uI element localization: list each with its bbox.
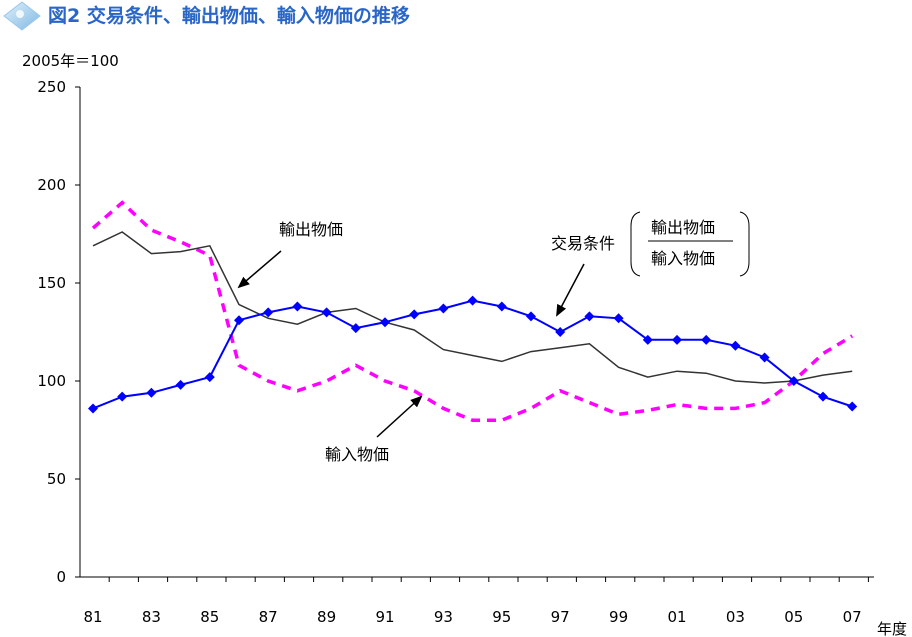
data-point-marker [730, 340, 741, 351]
terms-of-trade-annotation: 交易条件 輸出物価 輸入物価 [551, 211, 750, 317]
y-axis-ticks: 0 50 100 150 200 250 [37, 78, 80, 586]
data-point-marker [88, 403, 98, 414]
series-line [91, 200, 854, 422]
x-tick-label: 07 [843, 608, 862, 626]
series-line [92, 299, 853, 410]
terms-of-trade-arrow [556, 263, 585, 317]
data-point-marker [788, 376, 799, 386]
data-point-marker [555, 327, 566, 337]
x-tick-label: 99 [609, 608, 628, 626]
data-point-marker [146, 387, 157, 398]
data-point-marker [204, 372, 215, 383]
data-point-marker [496, 301, 507, 312]
fraction-right-paren [739, 211, 750, 277]
x-axis-ticks: 81 83 85 87 89 91 93 95 97 99 01 03 05 07 [83, 577, 869, 626]
title-logo-icon [3, 1, 41, 31]
chart-title: 図2 交易条件、輸出物価、輸入物価の推移 [48, 4, 410, 27]
y-tick-label: 200 [37, 176, 66, 194]
series-line [92, 231, 853, 384]
y-tick-label: 50 [47, 470, 66, 488]
data-point-marker [438, 303, 449, 314]
data-point-marker [409, 309, 420, 320]
import-price-arrow [376, 395, 423, 438]
data-point-marker [117, 391, 128, 402]
y-tick-label: 100 [37, 372, 66, 390]
y-axis-unit-label: 2005年＝100 [22, 52, 119, 70]
import-price-annotation: 輸入物価 [325, 395, 423, 464]
data-point-marker [526, 311, 536, 322]
x-tick-label: 97 [551, 608, 570, 626]
data-point-marker [175, 379, 186, 390]
import-price-label: 輸入物価 [325, 445, 389, 464]
series-layer [88, 200, 858, 422]
terms-of-trade-label: 交易条件 [551, 234, 615, 253]
export-price-label: 輸出物価 [279, 220, 343, 239]
fraction-left-paren [630, 211, 641, 277]
export-price-arrow [237, 250, 282, 289]
data-point-marker [234, 315, 244, 326]
x-tick-label: 93 [434, 608, 453, 626]
data-point-marker [847, 401, 858, 412]
x-tick-label: 91 [375, 608, 394, 626]
x-tick-label: 03 [726, 608, 745, 626]
x-tick-label: 81 [83, 608, 102, 626]
data-point-marker [701, 334, 712, 345]
x-tick-label: 87 [259, 608, 278, 626]
data-point-marker [759, 352, 770, 363]
series-export-price [92, 231, 853, 384]
y-tick-label: 250 [37, 78, 66, 96]
data-point-marker [584, 311, 595, 322]
x-tick-label: 83 [142, 608, 161, 626]
y-tick-label: 0 [56, 568, 66, 586]
export-price-annotation: 輸出物価 [237, 220, 343, 289]
data-point-marker [292, 301, 303, 312]
data-point-marker [672, 334, 682, 345]
y-tick-label: 150 [37, 274, 66, 292]
data-point-marker [467, 295, 478, 306]
series-import-price [91, 200, 854, 422]
x-tick-label: 95 [492, 608, 511, 626]
data-point-marker [321, 307, 332, 318]
fraction-numerator: 輸出物価 [651, 218, 715, 237]
x-tick-label: 85 [200, 608, 219, 626]
x-axis-label: 年度 [877, 620, 907, 637]
data-point-marker [380, 317, 390, 328]
data-point-marker [613, 313, 624, 324]
series-terms-of-trade [88, 295, 858, 414]
x-tick-label: 05 [784, 608, 803, 626]
x-tick-label: 01 [667, 608, 686, 626]
fraction-denominator: 輸入物価 [651, 249, 715, 268]
data-point-marker [642, 334, 653, 345]
data-point-marker [818, 391, 828, 402]
data-point-marker [263, 307, 274, 318]
x-tick-label: 89 [317, 608, 336, 626]
data-point-marker [350, 323, 361, 334]
